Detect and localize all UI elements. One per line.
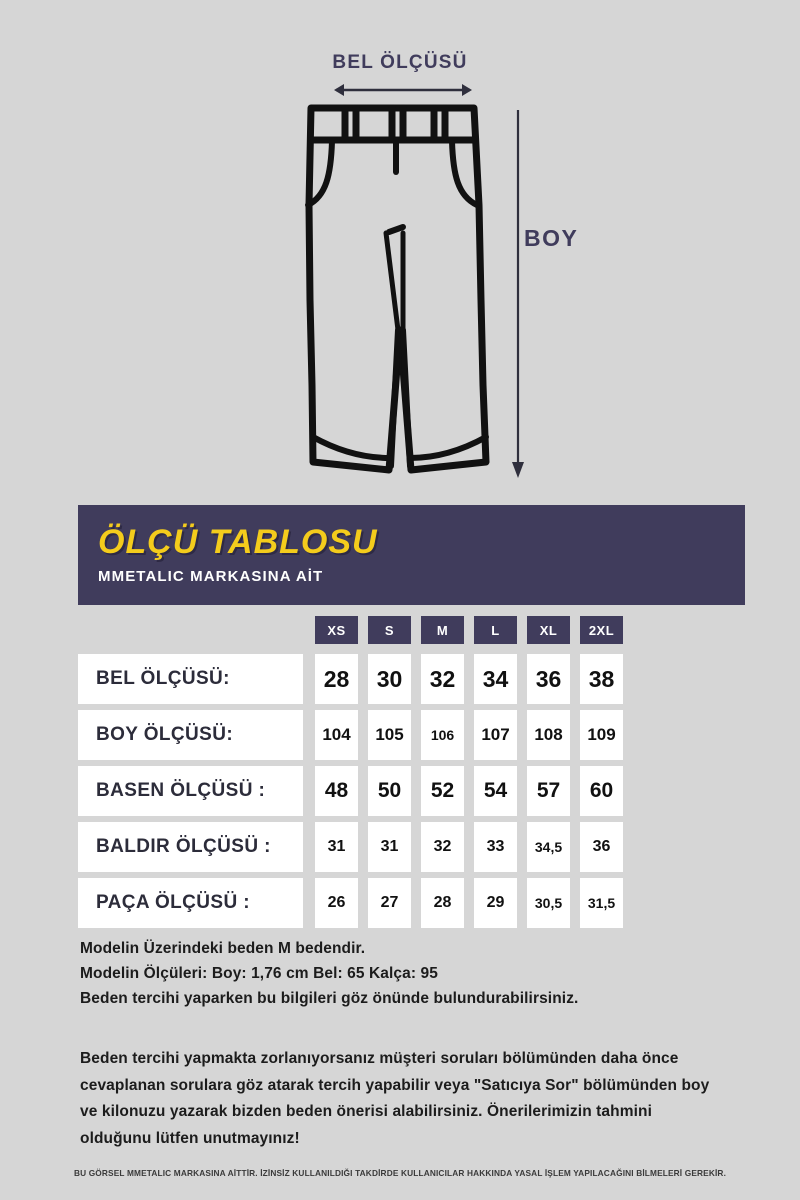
cell-basen-s: 50 [368, 766, 411, 816]
row-label-baldir: BALDIR ÖLÇÜSÜ : [78, 822, 303, 872]
size-header-l: L [474, 616, 517, 644]
cell-bel-m: 32 [421, 654, 464, 704]
chart-title-banner: ÖLÇÜ TABLOSU MMETALIC MARKASINA AİT [78, 505, 745, 605]
cell-paca-l: 29 [474, 878, 517, 928]
size-chart-table: XS S M L XL 2XL BEL ÖLÇÜSÜ: 28 30 32 34 … [78, 616, 745, 934]
cell-paca-m: 28 [421, 878, 464, 928]
cell-baldir-m: 32 [421, 822, 464, 872]
size-header-xs: XS [315, 616, 358, 644]
illustration-area: BEL ÖLÇÜSÜ BOY [0, 0, 800, 500]
table-row: BEL ÖLÇÜSÜ: 28 30 32 34 36 38 [78, 654, 745, 704]
pants-diagram [305, 84, 524, 478]
cell-baldir-2xl: 36 [580, 822, 623, 872]
cell-boy-2xl: 109 [580, 710, 623, 760]
model-note-line-1: Modelin Üzerindeki beden M bedendir. [80, 940, 366, 957]
cell-bel-2xl: 38 [580, 654, 623, 704]
waist-arrow-icon [334, 84, 472, 96]
cell-basen-l: 54 [474, 766, 517, 816]
size-advice-paragraph: Beden tercihi yapmakta zorlanıyorsanız m… [80, 1050, 710, 1147]
table-header-row: XS S M L XL 2XL [78, 616, 745, 648]
height-measure-label: BOY [524, 225, 579, 251]
cell-basen-xl: 57 [527, 766, 570, 816]
cell-boy-xl: 108 [527, 710, 570, 760]
cell-baldir-s: 31 [368, 822, 411, 872]
legal-footer-text: BU GÖRSEL MMETALIC MARKASINA AİTTİR. İZİ… [73, 1168, 727, 1178]
size-header-2xl: 2XL [580, 616, 623, 644]
table-row: PAÇA ÖLÇÜSÜ : 26 27 28 29 30,5 31,5 [78, 878, 745, 928]
header-corner-spacer [78, 616, 303, 648]
waist-measure-label: BEL ÖLÇÜSÜ [332, 52, 468, 73]
row-label-paca: PAÇA ÖLÇÜSÜ : [78, 878, 303, 928]
size-header-m: M [421, 616, 464, 644]
cell-boy-xs: 104 [315, 710, 358, 760]
cell-bel-s: 30 [368, 654, 411, 704]
pants-outline [305, 104, 490, 474]
cell-boy-l: 107 [474, 710, 517, 760]
size-header-xl: XL [527, 616, 570, 644]
row-label-basen: BASEN ÖLÇÜSÜ : [78, 766, 303, 816]
cell-paca-xl: 30,5 [527, 878, 570, 928]
size-header-s: S [368, 616, 411, 644]
cell-paca-s: 27 [368, 878, 411, 928]
model-note-line-3: Beden tercihi yaparken bu bilgileri göz … [80, 990, 579, 1008]
cell-baldir-xs: 31 [315, 822, 358, 872]
cell-basen-xs: 48 [315, 766, 358, 816]
cell-baldir-l: 33 [474, 822, 517, 872]
cell-basen-2xl: 60 [580, 766, 623, 816]
cell-bel-xs: 28 [315, 654, 358, 704]
cell-basen-m: 52 [421, 766, 464, 816]
cell-boy-s: 105 [368, 710, 411, 760]
cell-paca-2xl: 31,5 [580, 878, 623, 928]
cell-baldir-xl: 34,5 [527, 822, 570, 872]
table-row: BOY ÖLÇÜSÜ: 104 105 106 107 108 109 [78, 710, 745, 760]
brand-subtitle: MMETALIC MARKASINA AİT [98, 568, 324, 585]
table-row: BALDIR ÖLÇÜSÜ : 31 31 32 33 34,5 36 [78, 822, 745, 872]
height-arrow-icon [512, 110, 524, 478]
row-label-bel: BEL ÖLÇÜSÜ: [78, 654, 303, 704]
page-title: ÖLÇÜ TABLOSU [98, 523, 378, 561]
cell-bel-l: 34 [474, 654, 517, 704]
cell-paca-xs: 26 [315, 878, 358, 928]
cell-boy-m: 106 [421, 710, 464, 760]
table-row: BASEN ÖLÇÜSÜ : 48 50 52 54 57 60 [78, 766, 745, 816]
cell-bel-xl: 36 [527, 654, 570, 704]
row-label-boy: BOY ÖLÇÜSÜ: [78, 710, 303, 760]
model-note-line-2: Modelin Ölçüleri: Boy: 1,76 cm Bel: 65 K… [80, 965, 438, 983]
model-notes: Modelin Üzerindeki beden M bedendir. Mod… [80, 936, 740, 1011]
